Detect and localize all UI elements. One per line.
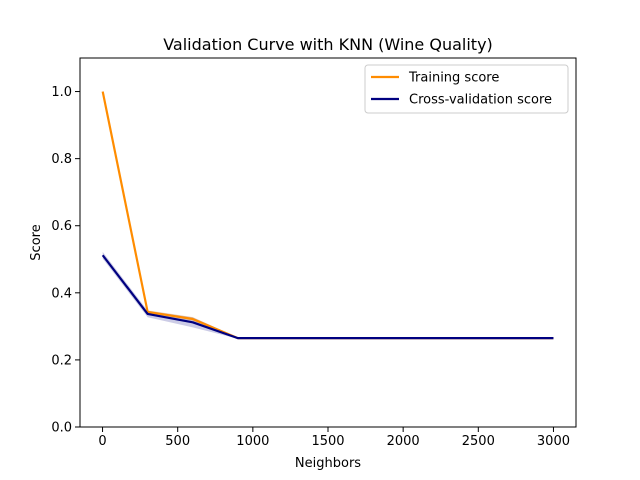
x-tick-label: 2000 bbox=[387, 434, 420, 449]
legend-label: Cross-validation score bbox=[409, 93, 552, 108]
y-axis-ticks: 0.0 0.2 0.4 0.6 0.8 1.0 bbox=[51, 85, 80, 436]
x-tick-label: 500 bbox=[165, 434, 190, 449]
y-tick-label: 1.0 bbox=[51, 85, 72, 100]
y-axis-label: Score bbox=[29, 224, 44, 260]
y-tick-label: 0.2 bbox=[51, 353, 72, 368]
y-tick-label: 0.4 bbox=[51, 286, 72, 301]
series-band-training bbox=[102, 91, 554, 339]
series-lines bbox=[101, 91, 554, 340]
x-tick-label: 2500 bbox=[462, 434, 495, 449]
y-tick-label: 0.6 bbox=[51, 219, 72, 234]
y-tick-label: 0.0 bbox=[51, 421, 72, 436]
x-tick-label: 1500 bbox=[311, 434, 344, 449]
x-tick-label: 0 bbox=[98, 434, 106, 449]
x-axis-label: Neighbors bbox=[295, 456, 361, 471]
legend: Training score Cross-validation score bbox=[364, 64, 569, 114]
legend-box bbox=[364, 64, 569, 114]
confidence-bands bbox=[102, 91, 554, 339]
chart-title: Validation Curve with KNN (Wine Quality) bbox=[163, 35, 493, 54]
series-line-cross-validation bbox=[101, 254, 554, 340]
legend-label: Training score bbox=[408, 71, 499, 86]
series-line-training bbox=[101, 91, 554, 340]
series-band-cross-validation bbox=[102, 251, 554, 339]
y-tick-label: 0.8 bbox=[51, 152, 72, 167]
x-tick-label: 1000 bbox=[236, 434, 269, 449]
x-axis-ticks: 0 500 1000 1500 2000 2500 3000 bbox=[98, 427, 570, 449]
x-tick-label: 3000 bbox=[537, 434, 570, 449]
